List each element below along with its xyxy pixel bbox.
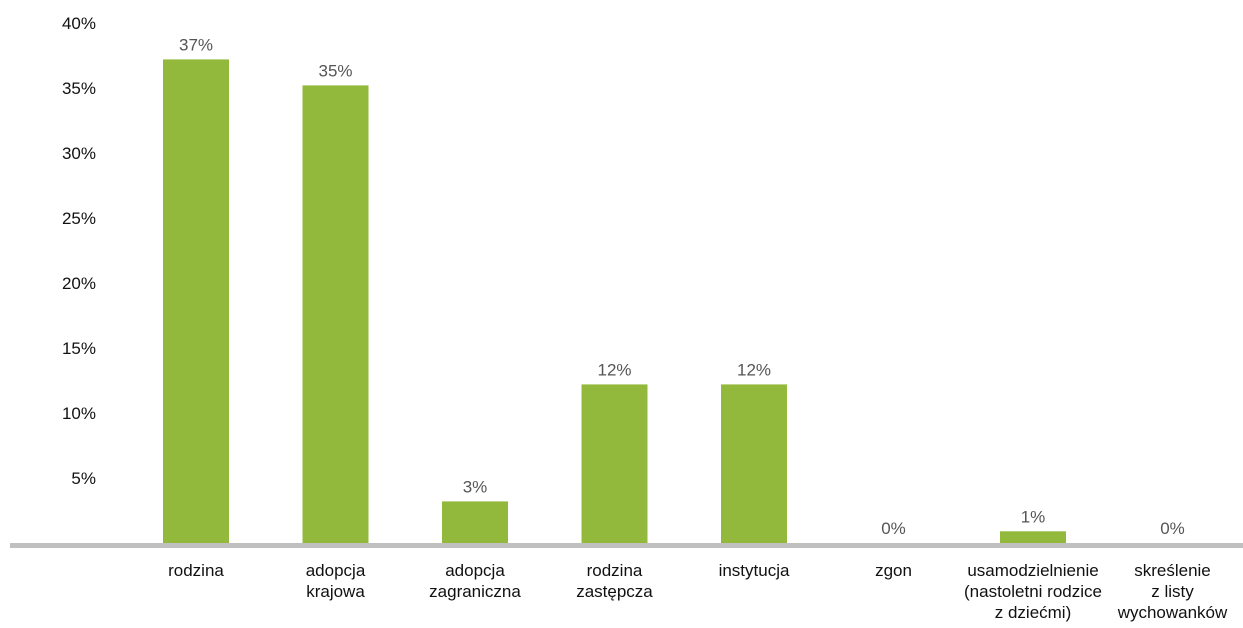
data-label: 12%: [737, 360, 771, 379]
data-label: 37%: [179, 35, 213, 54]
x-tick-label-line: skreślenie: [1134, 561, 1211, 580]
x-tick-label-line: z dziećmi): [995, 603, 1072, 622]
data-label: 3%: [463, 477, 488, 496]
x-tick-label: adopcja krajowa: [306, 561, 366, 601]
bar: [721, 384, 787, 543]
data-labels: 37% 35% 3% 12% 12% 0% 1% 0%: [179, 35, 1185, 538]
x-tick-label-line: adopcja: [306, 561, 366, 580]
x-tick-label-line: wychowanków: [1117, 603, 1228, 622]
x-tick-label: skreślenie z listy wychowanków: [1117, 561, 1228, 622]
x-tick-label: adopcja zagraniczna: [429, 561, 521, 601]
x-tick-label-line: zastępcza: [576, 582, 653, 601]
y-tick-label: 10%: [62, 404, 96, 423]
x-tick-label-line: rodzina: [168, 561, 224, 580]
x-tick-label-line: z listy: [1151, 582, 1194, 601]
x-tick-label-line: (nastoletni rodzice: [964, 582, 1102, 601]
data-label: 0%: [881, 519, 906, 538]
x-tick-label: usamodzielnienie (nastoletni rodzice z dzi…: [964, 561, 1102, 622]
x-tick-label-line: usamodzielnienie: [967, 561, 1098, 580]
x-tick-label: rodzina zastępcza: [576, 561, 653, 601]
y-axis-ticks: 5% 10% 15% 20% 25% 30% 35% 40%: [62, 14, 96, 488]
x-tick-label-line: krajowa: [306, 582, 365, 601]
x-tick-label: instytucja: [719, 561, 790, 580]
data-label: 1%: [1021, 507, 1046, 526]
bar: [302, 85, 369, 544]
x-tick-label-line: zgon: [875, 561, 912, 580]
y-tick-label: 25%: [62, 209, 96, 228]
bar: [442, 501, 508, 543]
x-tick-label-line: adopcja: [445, 561, 505, 580]
bar: [581, 384, 648, 543]
y-tick-label: 30%: [62, 144, 96, 163]
x-tick-label-line: instytucja: [719, 561, 790, 580]
data-label: 35%: [318, 61, 352, 80]
x-tick-label: rodzina: [168, 561, 224, 580]
bar: [1000, 531, 1066, 543]
x-tick-label-line: rodzina: [587, 561, 643, 580]
bar: [163, 59, 229, 544]
y-tick-label: 5%: [71, 469, 96, 488]
y-tick-label: 35%: [62, 79, 96, 98]
data-label: 0%: [1160, 519, 1185, 538]
bars: [163, 59, 1066, 544]
y-tick-label: 40%: [62, 14, 96, 33]
x-tick-label-line: zagraniczna: [429, 582, 521, 601]
y-tick-label: 15%: [62, 339, 96, 358]
y-tick-label: 20%: [62, 274, 96, 293]
data-label: 12%: [597, 360, 631, 379]
x-axis-ticks: rodzina adopcja krajowa adopcja zagraniczna r…: [168, 561, 1228, 622]
x-axis-line: [10, 543, 1243, 548]
x-tick-label: zgon: [875, 561, 912, 580]
